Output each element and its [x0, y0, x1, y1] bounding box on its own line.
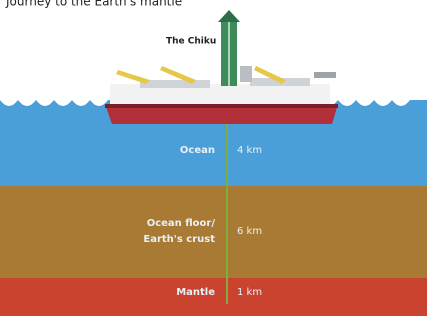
layer-depth: 1 km [237, 287, 262, 298]
layer-depth: 4 km [237, 145, 262, 156]
layer-name: Mantle [176, 287, 215, 298]
ship [105, 10, 338, 124]
page: Journey to the Earth's mantle The Chiku … [0, 0, 427, 316]
layer-name: Ocean floor/ [147, 218, 216, 229]
layer-depth: 6 km [237, 226, 262, 237]
layer-name: Earth's crust [143, 234, 215, 245]
title: Journey to the Earth's mantle [5, 0, 182, 9]
layer-name: Ocean [180, 145, 215, 156]
crust-layer [0, 186, 427, 278]
diagram: Journey to the Earth's mantle The Chiku … [0, 0, 427, 316]
ship-label: The Chiku [166, 37, 216, 47]
